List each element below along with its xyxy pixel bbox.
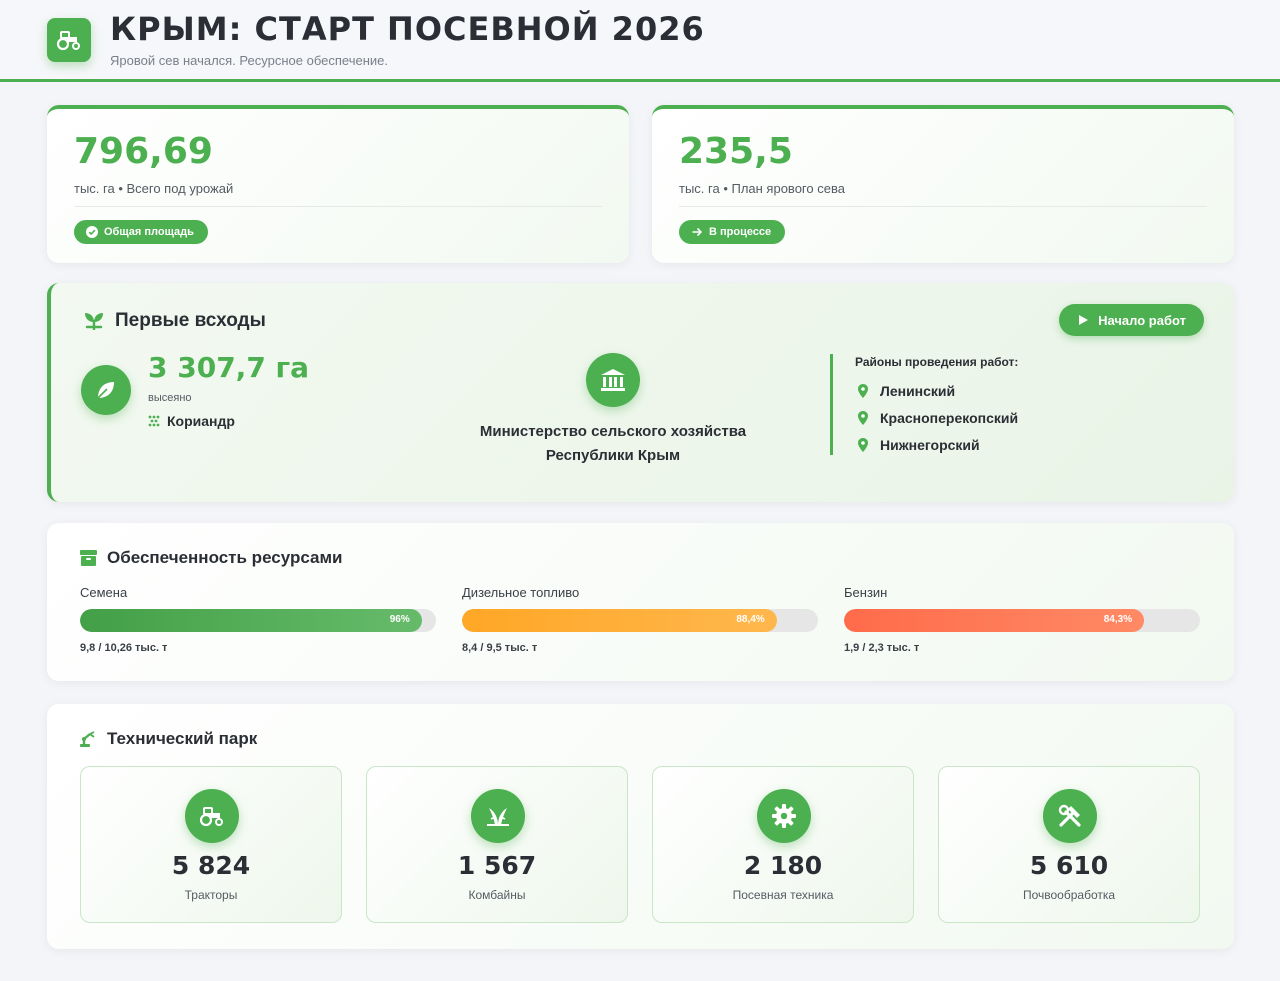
divider	[830, 354, 833, 455]
page-title: КРЫМ: СТАРТ ПОСЕВНОЙ 2026	[110, 10, 705, 48]
start-work-button[interactable]: Начало работ	[1059, 304, 1204, 336]
map-pin-icon	[858, 384, 868, 398]
total-area-badge[interactable]: Общая площадь	[74, 220, 208, 244]
tech-park-title: Технический парк	[80, 729, 257, 749]
seeds-icon	[148, 415, 160, 427]
tech-tile-tractors: 5 824 Тракторы	[80, 766, 342, 923]
tools-icon	[1043, 789, 1097, 843]
progress-percent: 96%	[389, 614, 410, 625]
resources-card: Обеспеченность ресурсами Семена 96% 9,8 …	[47, 523, 1234, 681]
sprouts-card: Первые всходы Начало работ 3 307,7 га вы…	[47, 283, 1234, 502]
resource-amount: 1,9 / 2,3 тыс. т	[844, 642, 920, 654]
sprouts-title: Первые всходы	[83, 310, 266, 332]
robot-arm-icon	[80, 731, 95, 747]
map-pin-icon	[858, 438, 868, 452]
gasoline-progress-bar: 84,3%	[844, 609, 1200, 632]
badge-label: В процессе	[709, 226, 772, 238]
seedling-icon	[85, 313, 103, 330]
in-progress-badge[interactable]: В процессе	[679, 220, 786, 244]
progress-percent: 84,3%	[1103, 614, 1133, 625]
progress-fill: 88,4%	[462, 609, 777, 632]
archive-box-icon	[80, 550, 97, 566]
resource-amount: 8,4 / 9,5 тыс. т	[462, 642, 538, 654]
stat-card-total: 796,69 тыс. га • Всего под урожай Общая …	[47, 105, 629, 263]
seeds-progress-bar: 96%	[80, 609, 436, 632]
tech-count: 5 824	[171, 851, 251, 880]
stat-value: 235,5	[679, 131, 793, 172]
stat-value: 796,69	[74, 131, 213, 172]
page-header: КРЫМ: СТАРТ ПОСЕВНОЙ 2026 Яровой сев нач…	[0, 0, 1280, 82]
divider	[74, 206, 602, 207]
progress-fill: 84,3%	[844, 609, 1145, 632]
leaf-icon	[81, 365, 131, 415]
tech-tile-tillage: 5 610 Почвообработка	[938, 766, 1200, 923]
tech-label: Посевная техника	[732, 888, 834, 902]
district-item: Нижнегорский	[858, 437, 980, 453]
ministry-name: Министерство сельского хозяйства Республ…	[479, 423, 747, 464]
resource-name: Бензин	[844, 585, 888, 600]
tech-tile-seeding: 2 180 Посевная техника	[652, 766, 914, 923]
resources-title: Обеспеченность ресурсами	[80, 548, 343, 568]
government-building-icon	[586, 353, 640, 407]
page-subtitle: Яровой сев начался. Ресурсное обеспечени…	[110, 53, 388, 68]
stat-label: тыс. га • Всего под урожай	[74, 181, 234, 196]
stat-card-plan: 235,5 тыс. га • План ярового сева В проц…	[652, 105, 1234, 263]
map-pin-icon	[858, 411, 868, 425]
resource-name: Дизельное топливо	[462, 585, 580, 600]
gear-icon	[757, 789, 811, 843]
tech-label: Комбайны	[468, 888, 526, 902]
badge-label: Общая площадь	[104, 226, 194, 238]
tech-label: Тракторы	[184, 888, 238, 902]
sown-area-value: 3 307,7 га	[148, 351, 310, 384]
progress-percent: 88,4%	[736, 614, 765, 625]
arrow-right-icon	[692, 227, 703, 237]
tech-count: 1 567	[457, 851, 537, 880]
grain-icon	[471, 789, 525, 843]
progress-fill: 96%	[80, 609, 422, 632]
district-item: Ленинский	[858, 383, 955, 399]
districts-title: Районы проведения работ:	[855, 355, 1019, 369]
diesel-progress-bar: 88,4%	[462, 609, 818, 632]
tech-count: 2 180	[743, 851, 823, 880]
tech-count: 5 610	[1029, 851, 1109, 880]
play-icon	[1079, 315, 1089, 325]
district-item: Красноперекопский	[858, 410, 1018, 426]
tech-label: Почвообработка	[1022, 888, 1116, 902]
tech-park-card: Технический парк 5 824 Тракторы 1 567 Ко…	[47, 704, 1234, 949]
check-circle-icon	[86, 226, 98, 238]
sown-label: высеяно	[148, 392, 192, 404]
resource-name: Семена	[80, 585, 128, 600]
tech-tile-combines: 1 567 Комбайны	[366, 766, 628, 923]
stat-label: тыс. га • План ярового сева	[679, 181, 845, 196]
divider	[679, 206, 1207, 207]
tractor-icon	[185, 789, 239, 843]
crop-name: Кориандр	[148, 413, 235, 429]
resource-amount: 9,8 / 10,26 тыс. т	[80, 642, 168, 654]
tractor-icon	[47, 18, 91, 62]
